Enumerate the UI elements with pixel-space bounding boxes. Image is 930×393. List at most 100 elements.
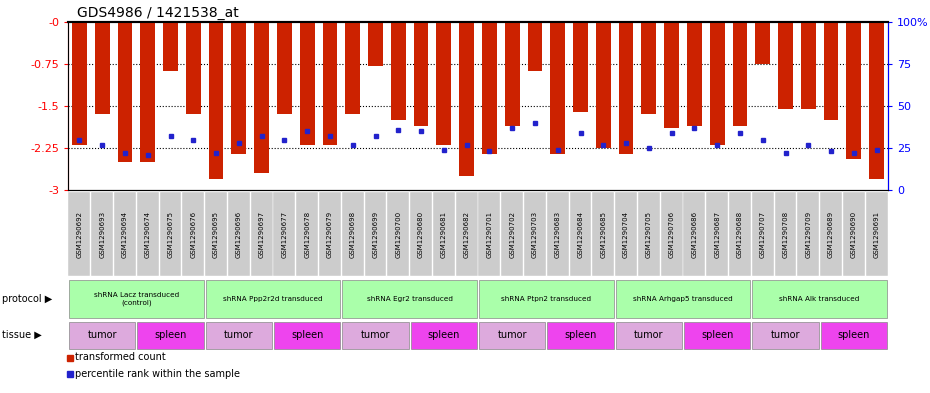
- Text: GSM1290700: GSM1290700: [395, 210, 401, 257]
- Text: shRNA Lacz transduced
(control): shRNA Lacz transduced (control): [94, 292, 179, 306]
- Bar: [551, 22, 565, 154]
- FancyBboxPatch shape: [752, 280, 887, 318]
- Text: GSM1290693: GSM1290693: [100, 210, 105, 257]
- Bar: [323, 22, 338, 145]
- Text: tumor: tumor: [224, 330, 254, 340]
- Text: GSM1290709: GSM1290709: [805, 210, 811, 257]
- Bar: [117, 22, 132, 162]
- FancyBboxPatch shape: [479, 321, 545, 349]
- Bar: [733, 22, 748, 126]
- Text: spleen: spleen: [154, 330, 187, 340]
- Bar: [414, 22, 429, 126]
- Text: spleen: spleen: [565, 330, 597, 340]
- Text: GSM1290687: GSM1290687: [714, 210, 720, 257]
- Text: GSM1290680: GSM1290680: [418, 210, 424, 257]
- Text: GSM1290706: GSM1290706: [669, 210, 674, 257]
- Text: spleen: spleen: [428, 330, 460, 340]
- Text: tumor: tumor: [498, 330, 527, 340]
- Text: GSM1290677: GSM1290677: [282, 210, 287, 257]
- FancyBboxPatch shape: [138, 321, 204, 349]
- Bar: [505, 22, 520, 126]
- Text: GSM1290689: GSM1290689: [828, 210, 834, 257]
- Text: GSM1290676: GSM1290676: [191, 210, 196, 257]
- FancyBboxPatch shape: [548, 321, 614, 349]
- Text: shRNA Ptpn2 transduced: shRNA Ptpn2 transduced: [501, 296, 591, 302]
- Text: GSM1290692: GSM1290692: [76, 211, 83, 257]
- Text: spleen: spleen: [838, 330, 870, 340]
- Text: GSM1290684: GSM1290684: [578, 211, 583, 257]
- Bar: [436, 22, 451, 145]
- Text: spleen: spleen: [291, 330, 324, 340]
- FancyBboxPatch shape: [342, 321, 408, 349]
- Text: GSM1290690: GSM1290690: [851, 210, 857, 257]
- Text: tumor: tumor: [87, 330, 117, 340]
- Text: GSM1290702: GSM1290702: [509, 211, 515, 257]
- Bar: [870, 22, 884, 179]
- Text: GSM1290697: GSM1290697: [259, 210, 265, 257]
- Text: GSM1290683: GSM1290683: [554, 210, 561, 257]
- Text: GDS4986 / 1421538_at: GDS4986 / 1421538_at: [77, 6, 239, 20]
- Bar: [801, 22, 816, 109]
- Text: GSM1290678: GSM1290678: [304, 210, 311, 257]
- Bar: [95, 22, 110, 114]
- Bar: [618, 22, 633, 154]
- Text: GSM1290699: GSM1290699: [373, 210, 379, 257]
- Text: GSM1290679: GSM1290679: [327, 210, 333, 257]
- Text: shRNA Alk transduced: shRNA Alk transduced: [779, 296, 860, 302]
- Text: GSM1290682: GSM1290682: [464, 211, 470, 257]
- Text: GSM1290705: GSM1290705: [645, 211, 652, 257]
- Text: GSM1290685: GSM1290685: [600, 211, 606, 257]
- Text: spleen: spleen: [701, 330, 734, 340]
- Text: GSM1290675: GSM1290675: [167, 211, 174, 257]
- Text: GSM1290707: GSM1290707: [760, 210, 765, 257]
- Text: shRNA Egr2 transduced: shRNA Egr2 transduced: [366, 296, 453, 302]
- Bar: [778, 22, 793, 109]
- Bar: [345, 22, 360, 114]
- FancyBboxPatch shape: [206, 321, 272, 349]
- FancyBboxPatch shape: [69, 321, 135, 349]
- FancyBboxPatch shape: [821, 321, 887, 349]
- Text: GSM1290703: GSM1290703: [532, 210, 538, 257]
- Text: GSM1290691: GSM1290691: [873, 210, 880, 257]
- Bar: [277, 22, 292, 114]
- Text: GSM1290698: GSM1290698: [350, 210, 355, 257]
- Bar: [368, 22, 383, 66]
- Bar: [254, 22, 269, 173]
- Bar: [846, 22, 861, 159]
- FancyBboxPatch shape: [479, 280, 614, 318]
- FancyBboxPatch shape: [616, 321, 682, 349]
- Bar: [824, 22, 839, 120]
- Bar: [232, 22, 246, 154]
- Bar: [140, 22, 155, 162]
- Text: tissue ▶: tissue ▶: [2, 330, 42, 340]
- Text: GSM1290701: GSM1290701: [486, 210, 492, 257]
- Bar: [208, 22, 223, 179]
- Text: shRNA Arhgap5 transduced: shRNA Arhgap5 transduced: [633, 296, 733, 302]
- Text: transformed count: transformed count: [75, 353, 166, 362]
- FancyBboxPatch shape: [69, 280, 204, 318]
- FancyBboxPatch shape: [411, 321, 477, 349]
- Bar: [664, 22, 679, 129]
- Text: GSM1290696: GSM1290696: [236, 210, 242, 257]
- FancyBboxPatch shape: [206, 280, 340, 318]
- Bar: [186, 22, 201, 114]
- Bar: [163, 22, 178, 71]
- Bar: [299, 22, 314, 145]
- FancyBboxPatch shape: [752, 321, 818, 349]
- Text: GSM1290674: GSM1290674: [145, 211, 151, 257]
- FancyBboxPatch shape: [342, 280, 477, 318]
- Bar: [687, 22, 702, 126]
- Text: percentile rank within the sample: percentile rank within the sample: [75, 369, 240, 379]
- Bar: [596, 22, 611, 148]
- Bar: [391, 22, 405, 120]
- Bar: [72, 22, 86, 145]
- Text: GSM1290681: GSM1290681: [441, 210, 446, 257]
- FancyBboxPatch shape: [616, 280, 751, 318]
- FancyBboxPatch shape: [684, 321, 751, 349]
- Bar: [482, 22, 497, 154]
- Text: GSM1290708: GSM1290708: [782, 210, 789, 257]
- Text: GSM1290688: GSM1290688: [737, 210, 743, 257]
- Text: tumor: tumor: [634, 330, 664, 340]
- Text: tumor: tumor: [771, 330, 800, 340]
- Bar: [755, 22, 770, 64]
